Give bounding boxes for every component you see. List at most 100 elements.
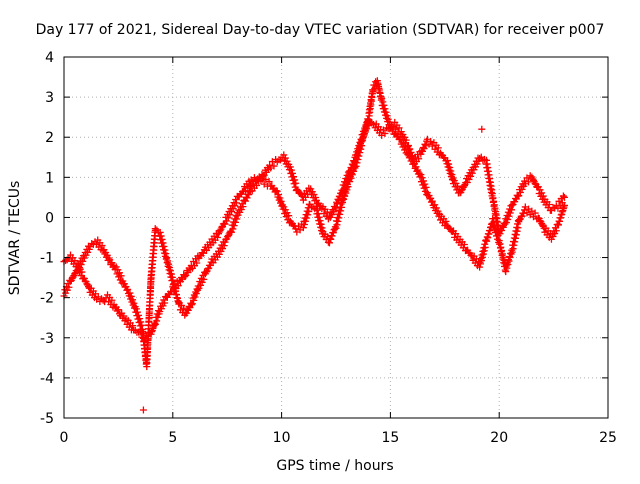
data-point — [538, 189, 546, 197]
data-point — [336, 193, 344, 201]
x-tick-label: 0 — [60, 430, 69, 446]
data-point — [332, 203, 340, 211]
data-point — [463, 179, 471, 187]
data-point — [382, 108, 390, 116]
data-point — [224, 214, 232, 222]
data-point — [545, 200, 553, 208]
data-point — [188, 301, 196, 309]
data-point — [432, 204, 440, 212]
data-point — [277, 197, 285, 205]
data-point — [135, 311, 143, 319]
data-point — [167, 270, 175, 278]
data-point — [291, 176, 299, 184]
data-point — [427, 137, 435, 145]
data-point — [404, 142, 412, 149]
data-point — [363, 125, 371, 133]
data-point — [337, 207, 345, 215]
y-tick-label: -1 — [40, 251, 54, 267]
y-tick-label: 1 — [45, 170, 54, 186]
data-point — [299, 224, 307, 232]
data-point — [285, 212, 293, 220]
data-point — [216, 226, 224, 234]
data-point — [221, 220, 229, 228]
data-point — [482, 156, 490, 164]
data-point — [348, 164, 356, 172]
data-point — [127, 292, 135, 300]
data-point — [318, 224, 326, 232]
data-point — [259, 172, 267, 180]
data-point — [513, 227, 521, 235]
data-point — [514, 224, 522, 232]
data-point — [407, 148, 415, 156]
data-point — [512, 231, 520, 239]
data-point — [496, 230, 504, 238]
data-point — [558, 199, 566, 207]
data-point — [334, 217, 342, 225]
data-point — [531, 209, 539, 217]
data-point — [74, 267, 82, 275]
data-point — [315, 213, 323, 221]
data-point — [154, 313, 162, 321]
data-point — [515, 192, 523, 200]
data-point — [292, 179, 300, 187]
data-point — [283, 157, 291, 165]
data-point — [428, 197, 436, 205]
data-point — [223, 217, 231, 225]
data-point — [202, 268, 210, 276]
data-point — [190, 296, 198, 304]
data-point — [442, 217, 450, 225]
data-point — [188, 300, 196, 308]
y-tick-label: -2 — [40, 291, 54, 307]
data-point — [506, 209, 514, 217]
data-point — [192, 290, 200, 298]
data-point — [161, 299, 169, 307]
data-point — [341, 182, 349, 190]
y-tick-label: -3 — [40, 331, 54, 347]
data-point — [368, 119, 376, 127]
data-point — [414, 166, 422, 174]
data-point — [193, 259, 201, 267]
data-point — [467, 251, 475, 259]
data-point — [342, 179, 350, 187]
data-point — [335, 196, 343, 204]
data-point — [280, 151, 288, 159]
data-point — [71, 270, 79, 278]
data-point — [158, 235, 166, 243]
data-point — [559, 192, 567, 200]
data-point — [504, 215, 512, 223]
data-point — [231, 218, 239, 226]
data-point — [340, 185, 348, 193]
data-point — [77, 261, 85, 269]
data-point — [78, 268, 86, 276]
data-point — [136, 315, 144, 323]
data-point — [157, 232, 165, 240]
y-tick-label: 2 — [45, 130, 54, 146]
data-point — [313, 206, 321, 214]
data-point — [460, 240, 468, 248]
data-point — [483, 160, 491, 168]
x-axis-label: GPS time / hours — [276, 458, 393, 474]
data-point — [304, 211, 312, 219]
data-point — [480, 247, 488, 255]
x-tick-label: 25 — [599, 430, 617, 446]
data-point — [531, 180, 539, 188]
data-point — [378, 94, 386, 102]
data-point — [350, 158, 358, 166]
y-axis-label: SDTVAR / TECUs — [7, 181, 23, 296]
y-tick-label: 0 — [45, 210, 54, 226]
data-point — [499, 223, 507, 231]
data-point — [133, 308, 141, 316]
data-point — [422, 183, 430, 191]
data-point — [332, 224, 340, 232]
data-point — [230, 222, 238, 230]
x-tick-label: 5 — [168, 430, 177, 446]
data-point — [360, 131, 368, 139]
data-point — [161, 246, 169, 254]
data-point — [502, 219, 510, 227]
data-point — [126, 289, 134, 297]
data-point — [381, 129, 389, 137]
data-point — [129, 322, 137, 330]
data-point — [417, 171, 425, 179]
